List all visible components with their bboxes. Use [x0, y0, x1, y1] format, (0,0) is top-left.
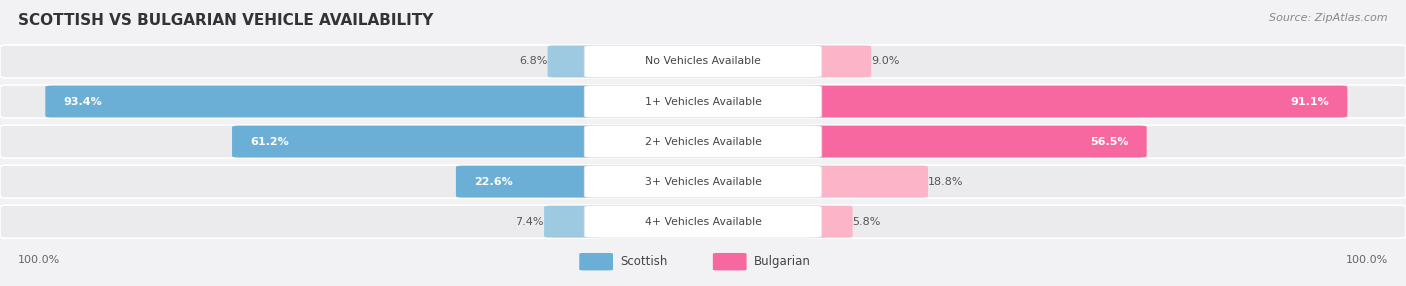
- Text: 4+ Vehicles Available: 4+ Vehicles Available: [644, 217, 762, 227]
- FancyBboxPatch shape: [0, 45, 1406, 78]
- Text: 93.4%: 93.4%: [63, 97, 103, 106]
- FancyBboxPatch shape: [0, 165, 1406, 198]
- FancyBboxPatch shape: [806, 45, 872, 78]
- FancyBboxPatch shape: [713, 253, 747, 271]
- Text: No Vehicles Available: No Vehicles Available: [645, 57, 761, 66]
- FancyBboxPatch shape: [806, 86, 1347, 118]
- Text: 18.8%: 18.8%: [928, 177, 963, 186]
- FancyBboxPatch shape: [579, 253, 613, 271]
- Text: 1+ Vehicles Available: 1+ Vehicles Available: [644, 97, 762, 106]
- Text: 5.8%: 5.8%: [852, 217, 882, 227]
- Text: 91.1%: 91.1%: [1291, 97, 1329, 106]
- Text: 6.8%: 6.8%: [519, 57, 547, 66]
- FancyBboxPatch shape: [806, 206, 852, 238]
- FancyBboxPatch shape: [456, 166, 602, 198]
- FancyBboxPatch shape: [544, 206, 602, 238]
- Text: Scottish: Scottish: [620, 255, 668, 268]
- Text: SCOTTISH VS BULGARIAN VEHICLE AVAILABILITY: SCOTTISH VS BULGARIAN VEHICLE AVAILABILI…: [18, 13, 433, 28]
- Text: 56.5%: 56.5%: [1090, 137, 1129, 146]
- Text: 22.6%: 22.6%: [474, 177, 513, 186]
- Text: 7.4%: 7.4%: [516, 217, 544, 227]
- Text: 3+ Vehicles Available: 3+ Vehicles Available: [644, 177, 762, 186]
- Text: 2+ Vehicles Available: 2+ Vehicles Available: [644, 137, 762, 146]
- FancyBboxPatch shape: [232, 126, 602, 158]
- FancyBboxPatch shape: [0, 85, 1406, 118]
- Text: 100.0%: 100.0%: [18, 255, 60, 265]
- FancyBboxPatch shape: [585, 205, 821, 238]
- Text: 100.0%: 100.0%: [1346, 255, 1388, 265]
- FancyBboxPatch shape: [585, 85, 821, 118]
- FancyBboxPatch shape: [585, 45, 821, 78]
- FancyBboxPatch shape: [45, 86, 602, 118]
- Text: 61.2%: 61.2%: [250, 137, 290, 146]
- Text: Bulgarian: Bulgarian: [754, 255, 810, 268]
- FancyBboxPatch shape: [806, 166, 928, 198]
- Text: 9.0%: 9.0%: [872, 57, 900, 66]
- FancyBboxPatch shape: [0, 205, 1406, 238]
- FancyBboxPatch shape: [806, 126, 1147, 158]
- FancyBboxPatch shape: [0, 125, 1406, 158]
- Text: Source: ZipAtlas.com: Source: ZipAtlas.com: [1270, 13, 1388, 23]
- FancyBboxPatch shape: [585, 165, 821, 198]
- FancyBboxPatch shape: [585, 125, 821, 158]
- FancyBboxPatch shape: [547, 45, 602, 78]
